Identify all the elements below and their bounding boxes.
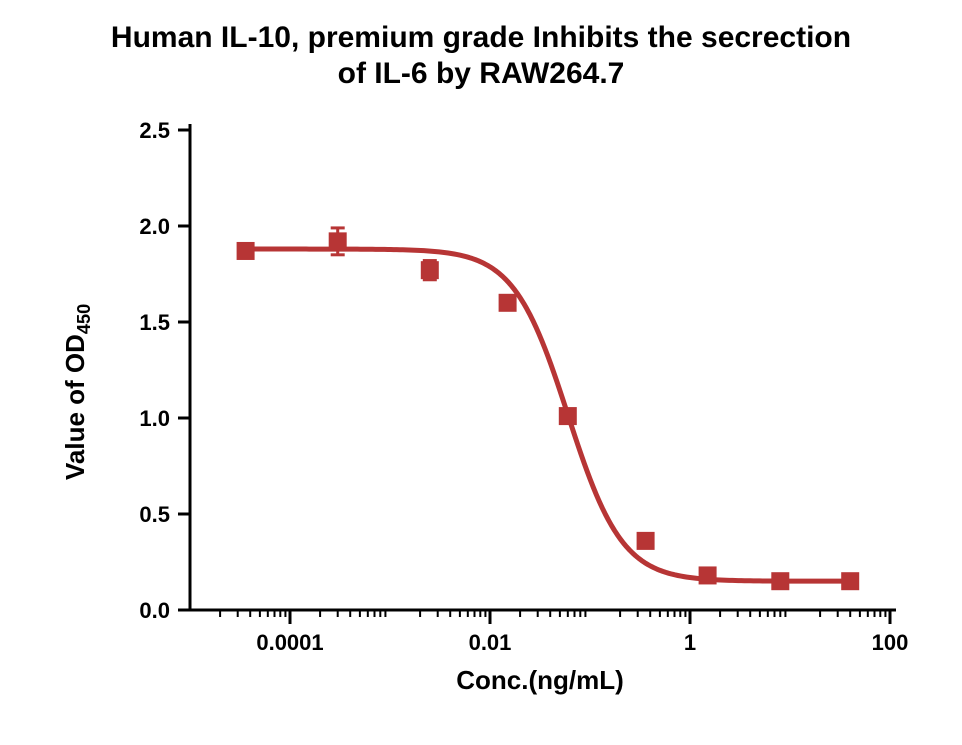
data-point-marker (637, 532, 655, 550)
y-tick-label: 0.0 (139, 598, 170, 623)
data-point-marker (771, 572, 789, 590)
data-point-marker (699, 566, 717, 584)
data-point-marker (329, 232, 347, 250)
data-point-marker (499, 294, 517, 312)
chart-container: Human IL-10, premium grade Inhibits the … (0, 0, 962, 745)
y-tick-label: 1.0 (139, 406, 170, 431)
data-point-marker (237, 242, 255, 260)
x-tick-label: 0.01 (469, 630, 512, 655)
x-tick-label: 0.0001 (256, 630, 323, 655)
x-tick-label: 1 (684, 630, 696, 655)
data-point-marker (559, 407, 577, 425)
chart-svg: 0.0 0.5 1.0 1.5 2.0 2.5 0.0001 0.01 1 100 (0, 0, 962, 745)
y-tick-label: 1.5 (139, 310, 170, 335)
x-tick-label: 100 (872, 630, 909, 655)
y-tick-label: 0.5 (139, 502, 170, 527)
data-point-marker (421, 261, 439, 279)
y-tick-label: 2.0 (139, 214, 170, 239)
y-tick-label: 2.5 (139, 118, 170, 143)
data-point-marker (841, 572, 859, 590)
